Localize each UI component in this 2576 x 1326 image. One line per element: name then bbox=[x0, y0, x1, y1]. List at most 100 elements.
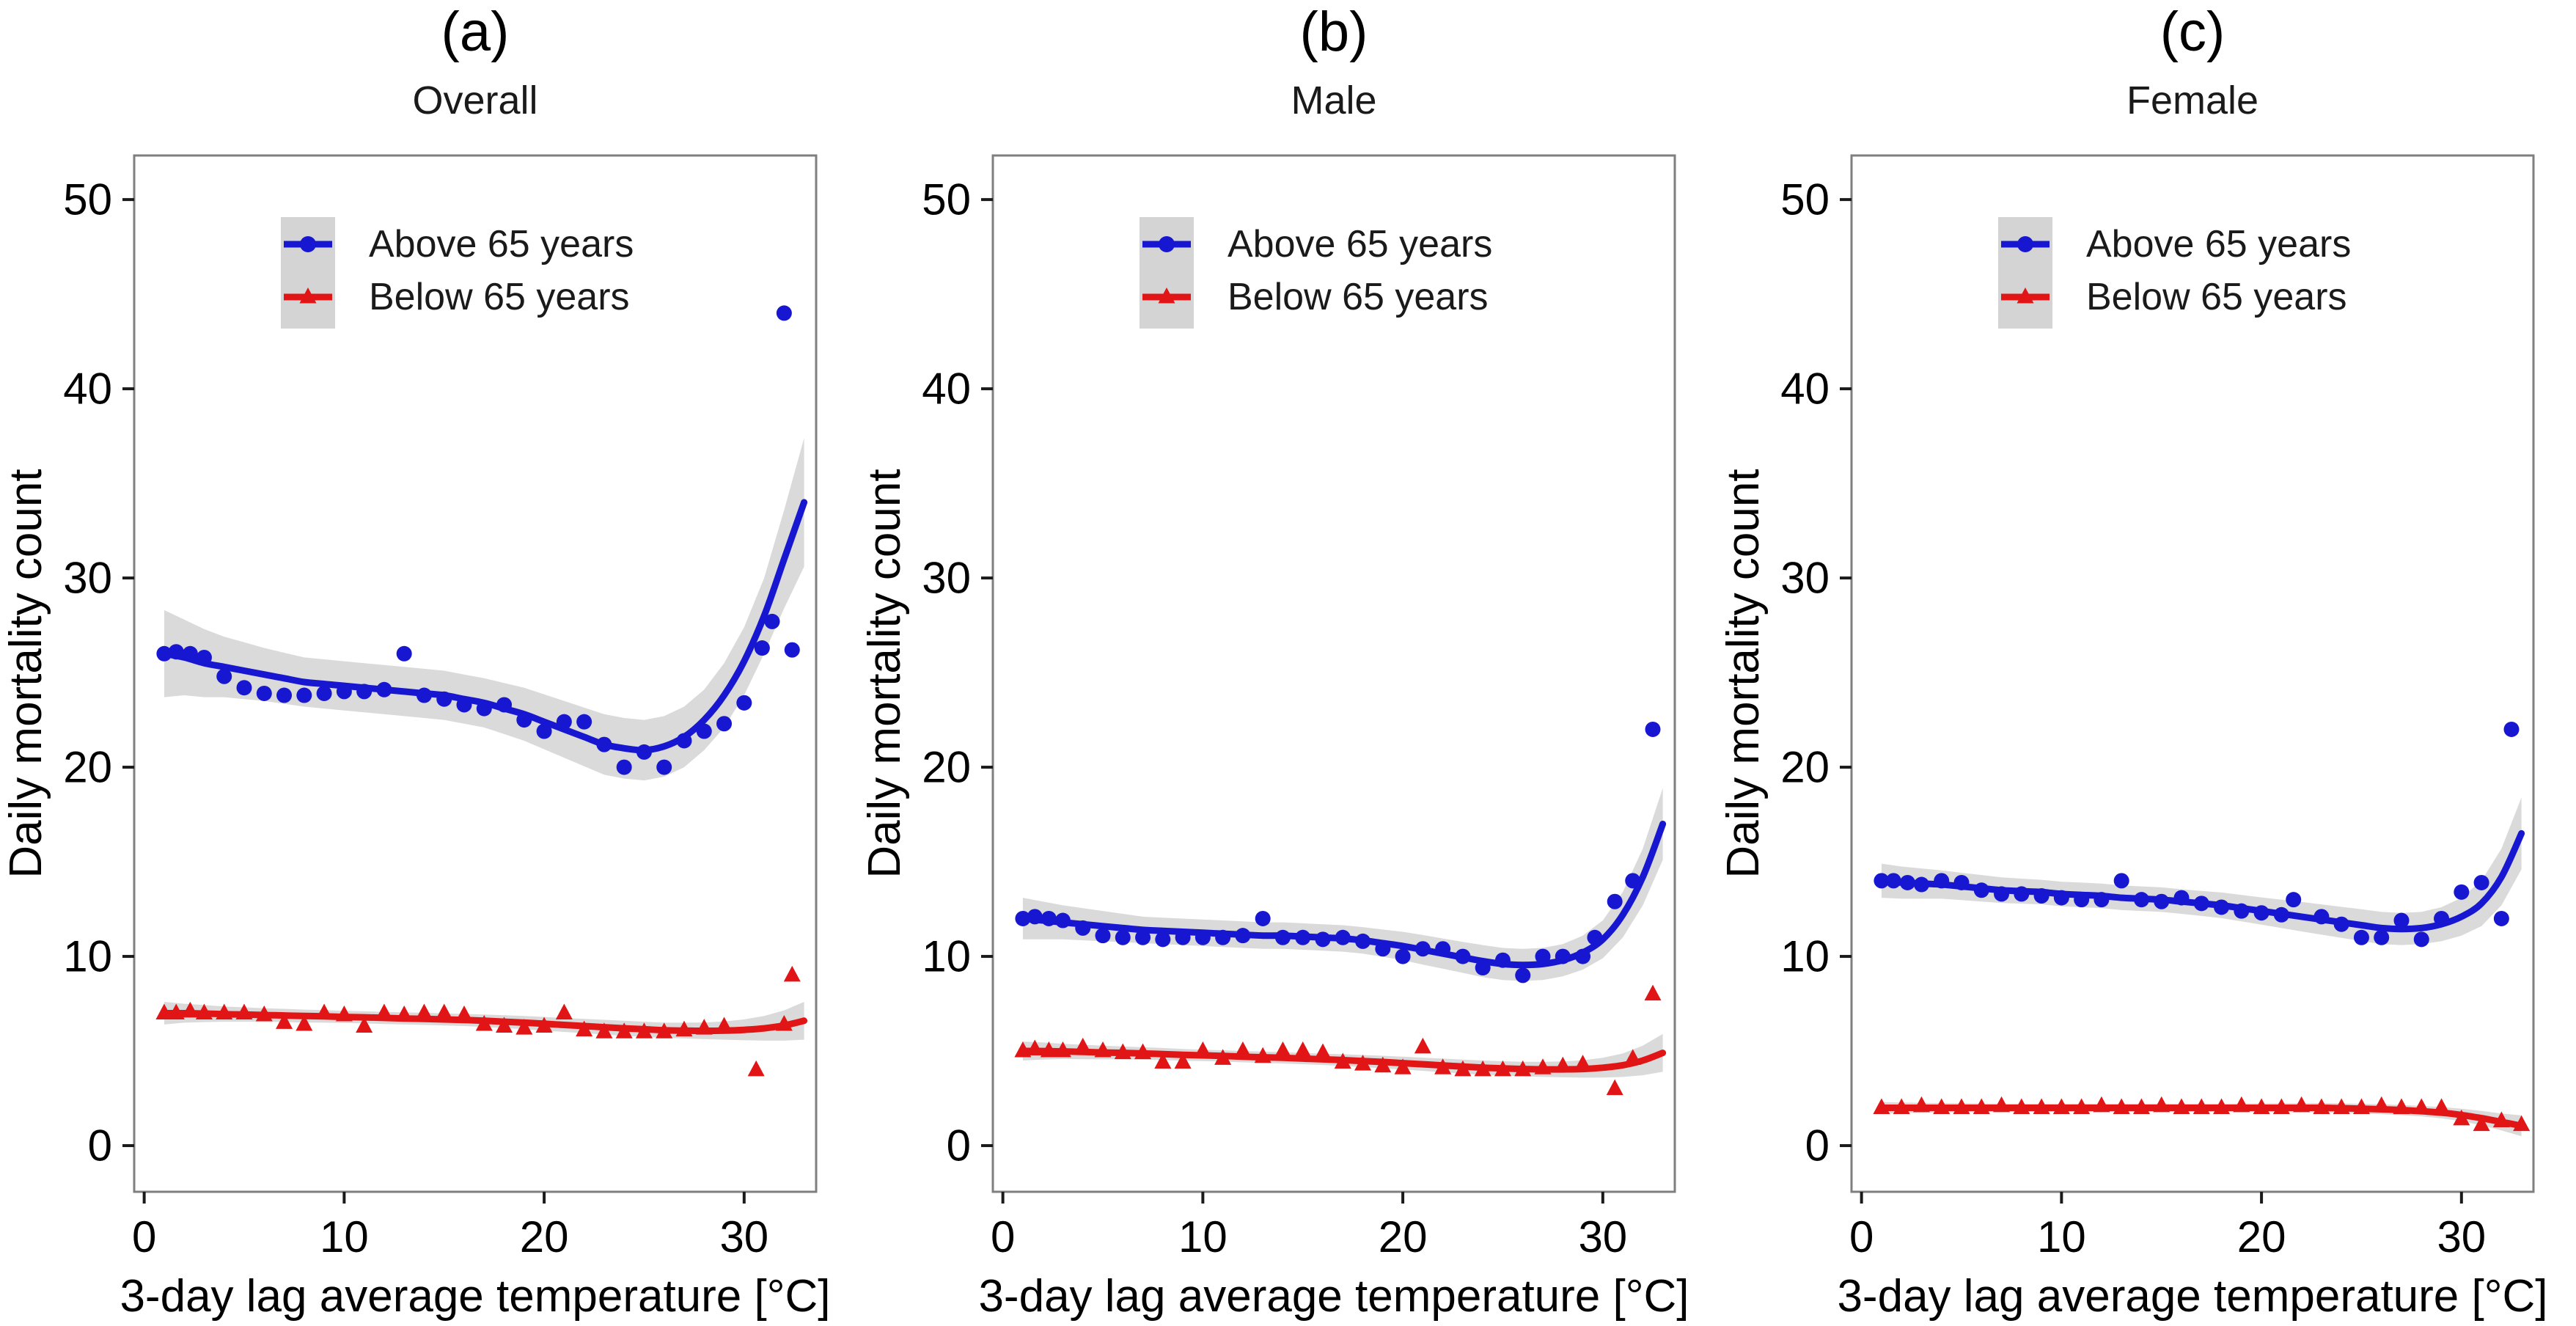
data-point bbox=[1414, 1037, 1431, 1054]
legend-band-swatch bbox=[1140, 217, 1194, 329]
data-point bbox=[2473, 874, 2489, 890]
data-point bbox=[2153, 1096, 2170, 1113]
y-axis: 0 10 20 30 40 50 bbox=[922, 175, 993, 1171]
data-point bbox=[255, 1006, 273, 1022]
data-point bbox=[436, 1003, 453, 1019]
panel-overall: (a) Overall 0 10 20 30 40 50 0 10 20 30 3-day lag … bbox=[0, 0, 859, 1326]
data-point bbox=[2374, 929, 2390, 945]
data-point bbox=[1041, 910, 1057, 926]
x-tick-label: 0 bbox=[132, 1212, 156, 1261]
data-point bbox=[1395, 948, 1411, 964]
data-point bbox=[1334, 1052, 1351, 1069]
data-point bbox=[1414, 941, 1431, 957]
y-tick-label: 50 bbox=[922, 175, 971, 224]
legend-label: Below 65 years bbox=[1228, 276, 1489, 318]
points-below-65-years bbox=[1873, 1096, 2531, 1132]
data-point bbox=[2453, 1109, 2470, 1126]
data-point bbox=[1574, 1055, 1592, 1071]
legend-label: Below 65 years bbox=[369, 276, 630, 318]
data-point bbox=[1155, 931, 1171, 948]
data-point bbox=[2173, 890, 2190, 906]
data-point bbox=[1175, 929, 1191, 945]
data-point bbox=[335, 1006, 353, 1022]
data-point bbox=[235, 1003, 253, 1019]
data-point bbox=[1274, 1041, 1291, 1058]
y-tick-label: 50 bbox=[63, 175, 112, 224]
data-point bbox=[716, 716, 733, 732]
panel-title-male: Male bbox=[1291, 78, 1377, 122]
data-point bbox=[1040, 1041, 1057, 1058]
chart-male: 0 10 20 30 40 50 0 10 20 30 3-day lag average temp… bbox=[859, 154, 1689, 1322]
data-point bbox=[1075, 920, 1091, 936]
data-point bbox=[2014, 886, 2030, 902]
data-point bbox=[1534, 1058, 1552, 1074]
data-point bbox=[1973, 882, 1989, 898]
data-point bbox=[2313, 909, 2330, 925]
data-point bbox=[416, 687, 432, 703]
data-point bbox=[2413, 931, 2429, 948]
points-above-65-years bbox=[1874, 721, 2520, 948]
data-point bbox=[1054, 912, 1071, 928]
data-point bbox=[675, 1020, 693, 1037]
data-point bbox=[2053, 890, 2069, 906]
data-point bbox=[1095, 928, 1111, 944]
panel-title-overall: Overall bbox=[412, 78, 538, 122]
data-point bbox=[2393, 1098, 2410, 1114]
data-point bbox=[1624, 1049, 1642, 1065]
data-point bbox=[167, 1003, 185, 1019]
data-point bbox=[336, 684, 352, 700]
data-point bbox=[1994, 886, 2010, 902]
data-point bbox=[1953, 1098, 1970, 1114]
data-point bbox=[156, 645, 172, 662]
data-point bbox=[2293, 1096, 2311, 1113]
data-point bbox=[2253, 1098, 2270, 1114]
data-point bbox=[736, 695, 752, 711]
y-tick-label: 10 bbox=[63, 932, 112, 981]
panel-female: (c) Female 0 10 20 30 40 50 0 10 20 30 3-day lag a… bbox=[1717, 0, 2576, 1326]
data-point bbox=[2133, 892, 2149, 908]
data-point bbox=[375, 1003, 393, 1019]
data-point bbox=[676, 733, 692, 749]
data-point bbox=[784, 642, 800, 658]
data-point bbox=[775, 1014, 793, 1031]
data-point bbox=[2214, 899, 2230, 915]
y-tick-label: 50 bbox=[1780, 175, 1830, 224]
data-point bbox=[456, 697, 472, 713]
data-point bbox=[656, 1022, 673, 1039]
data-point bbox=[2154, 893, 2170, 909]
data-point bbox=[656, 759, 672, 775]
data-point bbox=[182, 645, 198, 662]
data-point bbox=[2193, 895, 2209, 912]
data-point bbox=[747, 1060, 765, 1077]
legend-key-marker bbox=[2017, 287, 2034, 304]
data-point bbox=[1134, 1043, 1152, 1060]
data-point bbox=[596, 736, 612, 752]
data-point bbox=[2013, 1098, 2030, 1114]
data-point bbox=[1054, 1041, 1071, 1058]
y-tick-label: 30 bbox=[1780, 554, 1830, 603]
x-tick-label: 10 bbox=[1178, 1212, 1228, 1261]
data-point bbox=[168, 644, 184, 660]
legend-label: Below 65 years bbox=[2086, 276, 2347, 318]
data-point bbox=[1294, 1041, 1312, 1058]
data-point bbox=[396, 645, 412, 662]
data-point bbox=[635, 1022, 653, 1039]
legend-key-marker bbox=[300, 236, 316, 252]
data-point bbox=[1644, 984, 1662, 1001]
data-point bbox=[1899, 874, 1915, 890]
legend: Above 65 years Below 65 years bbox=[1998, 217, 2351, 329]
data-point bbox=[1535, 948, 1551, 964]
x-tick-label: 30 bbox=[2437, 1212, 2486, 1261]
x-tick-label: 10 bbox=[320, 1212, 369, 1261]
data-point bbox=[636, 744, 652, 760]
data-point bbox=[2273, 906, 2289, 923]
data-point bbox=[2333, 916, 2349, 932]
data-point bbox=[2233, 1096, 2250, 1113]
data-point bbox=[1255, 910, 1271, 926]
data-point bbox=[2352, 1098, 2370, 1114]
panel-letter-c: (c) bbox=[2159, 1, 2225, 63]
points-below-65-years bbox=[155, 965, 801, 1077]
data-point bbox=[1295, 929, 1311, 945]
data-point bbox=[1993, 1096, 2011, 1113]
